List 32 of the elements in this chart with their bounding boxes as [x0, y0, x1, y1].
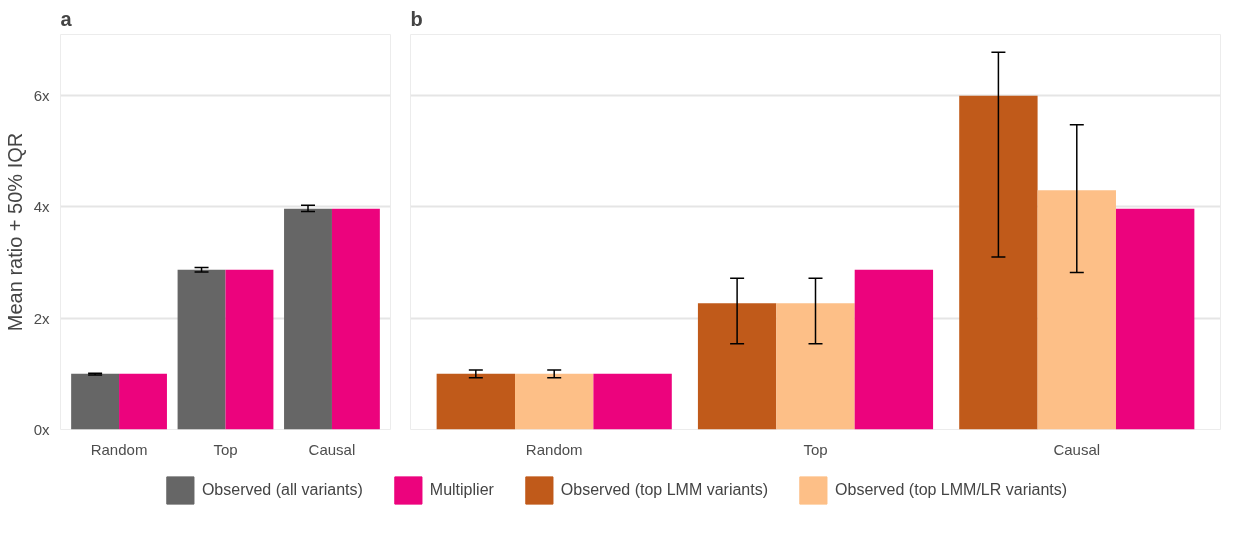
x-tick-label: Causal [308, 440, 356, 458]
y-axis-title: Mean ratio + 50% IQR [3, 132, 26, 332]
bar [854, 269, 934, 430]
bar [776, 303, 855, 430]
bar [225, 269, 274, 430]
bar [71, 373, 120, 430]
bar [593, 373, 672, 430]
legend-label: Multiplier [429, 481, 494, 499]
bar [515, 373, 594, 430]
x-tick-label: Causal [1053, 440, 1101, 458]
legend-label: Observed (top LMM/LR variants) [835, 481, 1068, 499]
y-tick-label: 6x [33, 87, 50, 105]
bar [1115, 208, 1195, 430]
bar [177, 269, 226, 430]
y-tick-label: 4x [33, 198, 50, 216]
x-tick-label: Top [213, 440, 238, 458]
bar [1037, 190, 1116, 430]
bar [959, 95, 1038, 430]
bar [436, 373, 516, 430]
bar [284, 208, 332, 430]
x-tick-label: Random [525, 440, 583, 458]
bar [119, 373, 167, 430]
x-tick-label: Top [803, 440, 828, 458]
legend-label: Observed (all variants) [201, 481, 363, 499]
chart-title: a [60, 7, 73, 30]
bar [697, 303, 777, 430]
x-tick-label: Random [90, 440, 148, 458]
legend-label: Observed (top LMM variants) [560, 481, 769, 499]
bar [331, 208, 380, 430]
chart-title: b [410, 7, 423, 30]
y-tick-label: 2x [33, 309, 50, 327]
y-tick-label: 0x [33, 421, 50, 438]
